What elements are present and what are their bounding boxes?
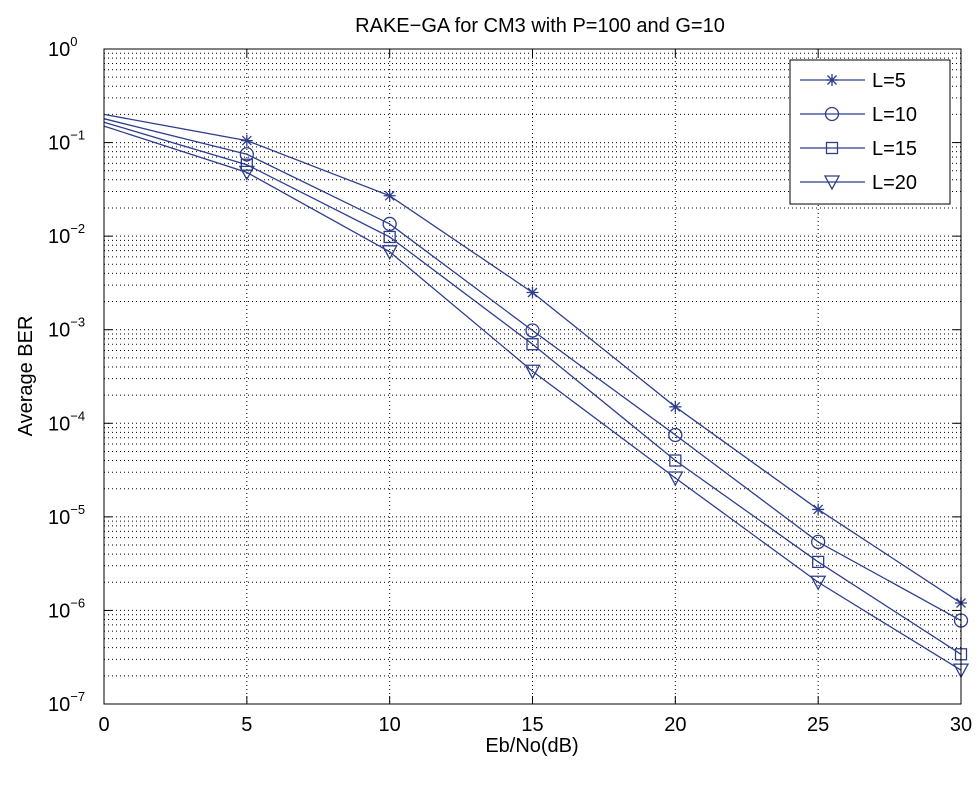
- legend-entry: L=5: [800, 70, 906, 92]
- series-line: [103, 118, 962, 622]
- data-point: [526, 286, 539, 299]
- data-point: [811, 534, 826, 550]
- data-point: [383, 230, 396, 244]
- data-point: [381, 245, 398, 261]
- legend-marker: [826, 74, 838, 86]
- legend-entry: L=10: [800, 104, 917, 126]
- y-tick-label: 10−5: [48, 502, 85, 529]
- data-point: [382, 216, 397, 232]
- legend-box: [789, 59, 951, 205]
- legend: L=5 L=10 L=15 L=20: [789, 59, 951, 205]
- series-L=20: [103, 125, 970, 679]
- data-point: [383, 189, 396, 202]
- x-axis: 0 5 10 15 20 25 30: [98, 49, 972, 736]
- legend-label: L=10: [872, 104, 917, 126]
- series-L=10: [103, 118, 969, 628]
- series-line: [103, 125, 962, 671]
- y-tick-label: 10−3: [48, 315, 85, 342]
- legend-label: L=20: [872, 172, 917, 194]
- data-point: [525, 323, 540, 338]
- data-point: [524, 364, 541, 380]
- chart-title: RAKE−GA for CM3 with P=100 and G=10: [355, 15, 725, 37]
- y-tick-label: 10−1: [48, 128, 85, 155]
- y-tick-label: 10−6: [48, 595, 85, 622]
- series-layer: [103, 113, 970, 679]
- data-point: [240, 134, 253, 147]
- x-tick-label: 0: [98, 714, 109, 736]
- x-tick-label: 30: [950, 714, 972, 736]
- x-tick-label: 20: [664, 714, 686, 736]
- y-tick-label: 10−7: [48, 689, 85, 716]
- y-axis: 100 10−1 10−2 10−3 10−4 10−5 10−6 10−7: [48, 34, 961, 716]
- x-tick-label: 25: [807, 714, 829, 736]
- data-point: [668, 427, 683, 443]
- data-point: [238, 165, 255, 181]
- x-tick-label: 5: [241, 714, 252, 736]
- legend-marker: [823, 175, 841, 191]
- data-point: [669, 400, 682, 413]
- data-point: [526, 338, 539, 351]
- legend-entry: L=20: [800, 172, 917, 194]
- data-point: [667, 471, 684, 487]
- legend-marker: [824, 106, 840, 122]
- legend-label: L=15: [872, 138, 917, 160]
- y-axis-label: Average BER: [15, 316, 37, 437]
- data-point: [810, 575, 827, 591]
- legend-entry: L=15: [800, 138, 917, 160]
- y-tick-label: 100: [48, 34, 77, 61]
- data-point: [669, 454, 682, 467]
- data-point: [812, 503, 825, 516]
- x-tick-label: 10: [379, 714, 401, 736]
- series-line: [103, 121, 962, 655]
- legend-label: L=5: [872, 70, 906, 92]
- data-point: [240, 158, 253, 171]
- x-tick-label: 15: [521, 714, 543, 736]
- y-tick-label: 10−2: [48, 221, 85, 248]
- data-point: [239, 147, 254, 162]
- x-axis-label: Eb/No(dB): [485, 735, 578, 757]
- legend-marker: [825, 141, 839, 155]
- y-tick-label: 10−4: [48, 408, 85, 435]
- data-point: [812, 555, 825, 569]
